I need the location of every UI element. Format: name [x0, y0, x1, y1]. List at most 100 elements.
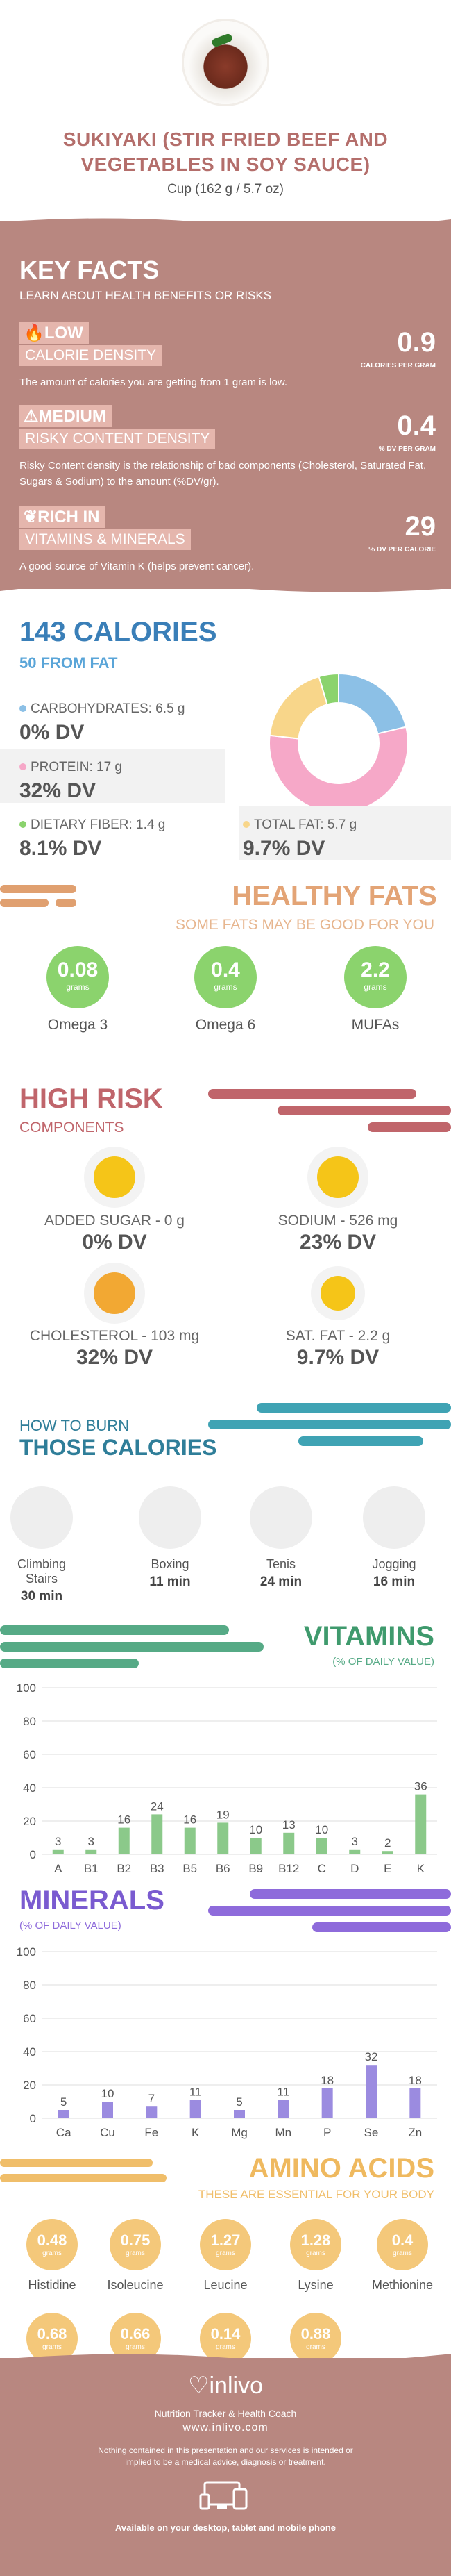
leaf-icon: ❦RICH IN — [19, 506, 105, 528]
fiber-label: DIETARY FIBER: 1.4 g — [31, 817, 166, 832]
vitamins-subtitle: (% OF DAILY VALUE) — [332, 1656, 434, 1668]
unit-label: grams — [42, 2250, 62, 2257]
y-tick-label: 80 — [23, 1979, 36, 1992]
bar-value-label: 5 — [236, 2095, 242, 2109]
bar-K — [415, 1794, 427, 1854]
fat-bg — [239, 806, 451, 860]
omega3-circle: 0.08 grams — [46, 946, 109, 1008]
x-tick-label: B9 — [248, 1862, 263, 1875]
bar-Se — [366, 2065, 377, 2118]
donut-slice-carbs — [338, 672, 407, 735]
fact-value: 29 — [405, 511, 436, 542]
bar-B3 — [151, 1814, 163, 1854]
added-sugar-dv: 0% DV — [82, 1231, 147, 1254]
omega6-label: Omega 6 — [195, 1017, 256, 1033]
bar-value-label: 11 — [189, 2086, 202, 2099]
amino-circle: 0.48 grams — [26, 2219, 78, 2270]
fact-description: The amount of calories you are getting f… — [19, 376, 288, 388]
x-tick-label: Mn — [275, 2126, 292, 2139]
amino-value: 0.75 — [120, 2232, 151, 2249]
smiling-face-icon — [94, 1272, 135, 1314]
boxing-icon — [139, 1486, 201, 1549]
x-tick-label: B5 — [182, 1862, 197, 1875]
amino-value: 1.28 — [300, 2232, 331, 2249]
fact-description: Risky Content density is the relationshi… — [19, 460, 427, 488]
tagline: Nutrition Tracker & Health Coach — [154, 2408, 297, 2419]
amino-value: 0.88 — [300, 2325, 331, 2343]
stairs-icon — [10, 1486, 73, 1549]
x-tick-label: K — [192, 2126, 200, 2139]
healthy-fats-subtitle: SOME FATS MAY BE GOOD FOR YOU — [175, 917, 434, 933]
bar-value-label: 16 — [117, 1813, 130, 1827]
x-tick-label: Se — [364, 2126, 379, 2139]
bar-B5 — [184, 1827, 196, 1854]
high-risk-title: HIGH RISK — [19, 1083, 163, 1114]
x-tick-label: B1 — [84, 1862, 99, 1875]
unit-label: grams — [216, 2250, 235, 2257]
x-tick-label: Ca — [56, 2126, 71, 2139]
y-tick-label: 60 — [23, 2012, 36, 2025]
amino-value: 0.68 — [37, 2325, 67, 2343]
x-tick-label: D — [350, 1862, 359, 1875]
x-tick-label: Fe — [144, 2126, 158, 2139]
amino-circle: 1.28 grams — [290, 2219, 341, 2270]
bar-value-label: 16 — [183, 1813, 196, 1827]
fact-risky-content: ⚠MEDIUM RISKY CONTENT DENSITY 0.4 % DV P… — [19, 405, 436, 490]
amino-circle: 0.75 grams — [110, 2219, 161, 2270]
amino-value: 0.66 — [120, 2325, 151, 2343]
website-link[interactable]: www.inlivo.com — [182, 2422, 269, 2434]
bar-C — [316, 1838, 327, 1854]
minerals-bar-chart: 0 20 40 60 80 100 5 Ca 10 Cu 7 Fe 11 K 5 Mg 11 Mn 18 P 32 Se 1… — [17, 1945, 437, 2139]
omega6-circle: 0.4 grams — [194, 946, 257, 1008]
high-risk-subtitle: COMPONENTS — [19, 1120, 124, 1136]
bar-value-label: 3 — [55, 1835, 61, 1848]
sat-fat-label: SAT. FAT - 2.2 g — [285, 1328, 391, 1344]
page-title: SUKIYAKI (STIR FRIED BEEF AND VEGETABLES… — [62, 128, 389, 175]
y-tick-label: 100 — [17, 1681, 36, 1695]
x-tick-label: Zn — [408, 2126, 422, 2139]
x-tick-label: C — [318, 1862, 326, 1875]
macro-donut-chart — [269, 672, 409, 813]
bar-value-label: 3 — [352, 1835, 358, 1848]
bar-value-label: 10 — [101, 2087, 114, 2100]
bar-value-label: 32 — [365, 2050, 378, 2063]
bar-B12 — [283, 1832, 295, 1854]
bar-value-label: 10 — [315, 1823, 328, 1836]
activity-label: Boxing — [151, 1557, 189, 1571]
heart-icon: ♡ — [188, 2373, 210, 2399]
unit-label: grams — [126, 2250, 145, 2257]
bar-Ca — [58, 2110, 69, 2118]
amino-label: Lysine — [298, 2278, 334, 2292]
key-facts-title: KEY FACTS — [19, 256, 160, 284]
amino-circle: 0.4 grams — [377, 2219, 428, 2270]
decor-stripes — [208, 1403, 451, 1446]
fact-label: RISKY CONTENT DENSITY — [19, 429, 216, 449]
mufa-circle: 2.2 grams — [344, 946, 407, 1008]
added-sugar-label: ADDED SUGAR - 0 g — [44, 1213, 185, 1229]
activity-climbing-stairs: Climbing Stairs 30 min — [3, 1486, 80, 1604]
fact-label: VITAMINS & MINERALS — [19, 529, 191, 550]
bar-Mn — [278, 2100, 289, 2118]
amino-circle: 0.14 grams — [200, 2313, 251, 2364]
y-tick-label: 40 — [23, 2045, 36, 2059]
activity-label: Tenis — [266, 1557, 296, 1571]
decor-stripes — [0, 2159, 167, 2182]
activity-label: Jogging — [372, 1557, 416, 1571]
bar-K — [189, 2100, 201, 2118]
vitamins-bar-chart: 0 20 40 60 80 100 3 A 3 B1 16 B2 24 B3 16 B5 19 B6 10 B9 13 B… — [17, 1681, 437, 1875]
warning-icon: ⚠MEDIUM — [19, 405, 112, 427]
fact-level: MEDIUM — [38, 407, 106, 426]
sodium-label: SODIUM - 526 mg — [278, 1213, 398, 1229]
fact-label: CALORIE DENSITY — [19, 345, 162, 366]
amino-circle: 0.88 grams — [290, 2313, 341, 2364]
activity-time: 24 min — [259, 1574, 303, 1589]
sat-fat-dv: 9.7% DV — [296, 1346, 380, 1369]
bar-Zn — [409, 2088, 421, 2118]
minerals-title: MINERALS — [19, 1885, 164, 1916]
x-tick-label: B12 — [278, 1862, 299, 1875]
x-tick-label: B6 — [216, 1862, 230, 1875]
jogging-icon — [363, 1486, 425, 1549]
amino-label: Methionine — [371, 2278, 434, 2292]
wave-divider — [0, 218, 451, 235]
fact-vitamins-minerals: ❦RICH IN VITAMINS & MINERALS 29 % DV PER… — [19, 506, 436, 574]
